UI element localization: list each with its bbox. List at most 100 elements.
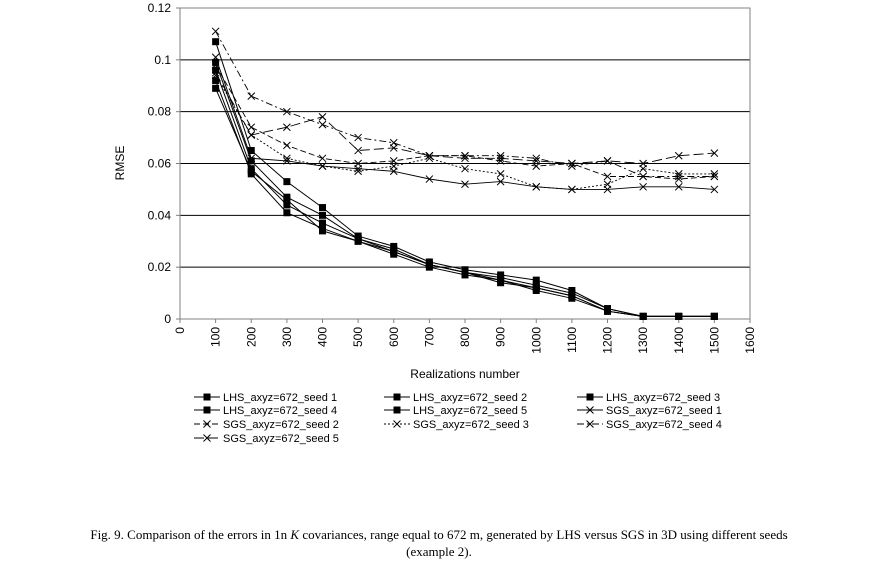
x-tick-label: 1100 <box>565 327 579 353</box>
series-line <box>215 31 715 177</box>
legend-item: SGS_axyz=672_seed 1 <box>577 405 722 417</box>
sgs-x-marker <box>496 177 505 186</box>
caption-line2: (example 2). <box>406 544 472 559</box>
x-tick-label: 1300 <box>636 327 650 354</box>
sgs-x-marker <box>318 120 327 129</box>
sgs-x-marker <box>283 107 291 116</box>
legend-item: LHS_axyz=672_seed 2 <box>384 392 527 404</box>
lhs-square-marker <box>586 393 594 401</box>
series-9 <box>211 27 719 181</box>
legend-label: SGS_axyz=672_seed 2 <box>223 419 339 431</box>
legend: LHS_axyz=672_seed 1 LHS_axyz=672_seed 2 LH… <box>194 392 722 445</box>
series-5 <box>212 84 718 320</box>
sgs-x-marker <box>568 159 576 168</box>
lhs-square-marker <box>203 393 211 401</box>
sgs-x-marker <box>389 144 398 152</box>
sgs-x-marker <box>425 151 434 160</box>
legend-label: LHS_axyz=672_seed 4 <box>223 405 337 417</box>
series-line <box>215 57 715 190</box>
sgs-x-marker <box>318 154 327 163</box>
lhs-square-marker <box>604 307 611 315</box>
x-tick-label: 1600 <box>743 327 757 354</box>
x-tick-label: 100 <box>209 327 223 347</box>
legend-label: LHS_axyz=672_seed 1 <box>223 392 337 404</box>
lhs-square-marker <box>212 84 220 92</box>
lhs-square-marker <box>203 406 211 414</box>
legend-item: LHS_axyz=672_seed 5 <box>384 405 527 417</box>
sgs-x-marker <box>710 170 719 178</box>
sgs-x-marker <box>532 182 541 191</box>
caption-tail: covariances, range equal to 672 m, gener… <box>299 527 788 542</box>
sgs-x-marker <box>247 92 256 100</box>
sgs-x-marker <box>425 175 434 183</box>
sgs-x-marker <box>586 406 594 414</box>
legend-item: SGS_axyz=672_seed 3 <box>384 419 529 431</box>
sgs-x-marker <box>639 172 647 181</box>
sgs-x-marker <box>354 167 362 176</box>
sgs-x-marker <box>211 61 220 69</box>
lhs-square-marker <box>393 393 401 401</box>
lhs-square-marker <box>710 312 718 320</box>
lhs-square-marker <box>247 157 255 165</box>
lhs-square-marker <box>532 276 540 284</box>
figure-caption: Fig. 9. Comparison of the errors in 1n K… <box>0 526 878 560</box>
series-line <box>215 70 715 317</box>
sgs-x-marker <box>354 146 362 155</box>
rmse-line-chart: 0 100 200 300 400 500 600 700 800 900 1000 1100 1200… <box>113 1 757 445</box>
sgs-x-marker <box>710 149 719 157</box>
lhs-square-marker <box>390 248 398 256</box>
lhs-square-marker <box>283 201 291 209</box>
sgs-x-marker <box>532 157 541 165</box>
x-tick-label: 1000 <box>529 327 543 354</box>
sgs-x-marker <box>603 157 612 165</box>
sgs-x-marker <box>674 182 683 191</box>
series-10 <box>211 68 719 168</box>
legend-item: LHS_axyz=672_seed 1 <box>194 392 337 404</box>
series-8 <box>211 71 719 194</box>
y-tick-label: 0.08 <box>148 105 172 119</box>
lhs-square-marker <box>319 227 326 235</box>
sgs-x-marker <box>247 154 256 163</box>
x-tick-label: 600 <box>387 327 401 347</box>
lhs-square-marker <box>568 292 576 300</box>
y-tick-label: 0.04 <box>148 208 172 222</box>
sgs-x-marker <box>461 180 469 189</box>
lhs-square-marker <box>319 211 326 219</box>
sgs-x-marker <box>283 141 291 150</box>
lhs-square-marker <box>461 268 469 276</box>
legend-label: LHS_axyz=672_seed 3 <box>606 392 720 404</box>
series-line <box>215 72 715 164</box>
x-tick-label: 500 <box>351 327 365 347</box>
x-tick-label: 1500 <box>707 327 721 354</box>
sgs-x-marker <box>674 151 683 160</box>
x-tick-label: 400 <box>316 327 330 347</box>
sgs-x-marker <box>203 420 211 428</box>
y-tick-label: 0.02 <box>148 260 172 274</box>
legend-label: LHS_axyz=672_seed 2 <box>413 392 527 404</box>
y-axis: 0 0.02 0.04 0.06 0.08 0.1 0.12 <box>148 1 180 326</box>
lhs-square-marker <box>319 219 326 227</box>
lhs-square-marker <box>532 284 540 292</box>
lhs-square-marker <box>247 167 255 175</box>
legend-item: LHS_axyz=672_seed 4 <box>194 405 337 417</box>
legend-label: SGS_axyz=672_seed 3 <box>413 419 529 431</box>
sgs-x-marker <box>639 182 647 191</box>
lhs-square-marker <box>354 237 362 245</box>
series-6 <box>211 53 719 194</box>
lhs-square-marker <box>319 204 326 212</box>
horizontal-gridlines <box>180 59 750 268</box>
sgs-x-marker <box>639 159 647 168</box>
sgs-x-marker <box>247 123 256 132</box>
sgs-x-marker <box>203 434 211 442</box>
sgs-x-marker <box>496 154 505 163</box>
x-tick-label: 900 <box>494 327 508 347</box>
x-tick-label: 800 <box>458 327 472 347</box>
sgs-x-marker <box>586 420 594 428</box>
sgs-x-marker <box>674 172 683 181</box>
y-tick-label: 0 <box>164 312 171 326</box>
sgs-x-marker <box>354 133 362 142</box>
x-tick-label: 1400 <box>672 327 686 354</box>
y-tick-label: 0.06 <box>148 157 172 171</box>
x-tick-label: 700 <box>422 327 436 347</box>
x-tick-label: 0 <box>173 327 187 334</box>
